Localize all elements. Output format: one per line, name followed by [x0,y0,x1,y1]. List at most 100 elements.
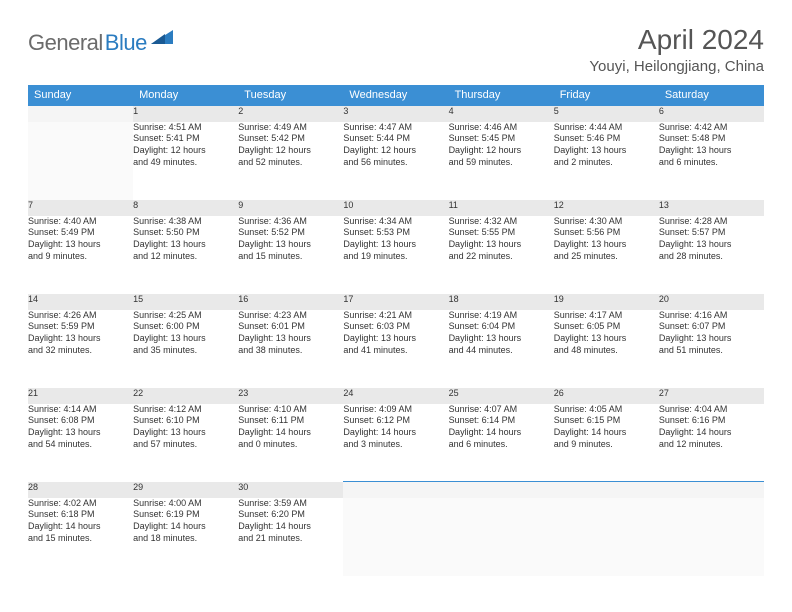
sunrise-line: Sunrise: 4:34 AM [343,216,448,228]
day-header: Thursday [449,85,554,106]
sunset-line: Sunset: 6:16 PM [659,415,764,427]
sunset-line: Sunset: 6:10 PM [133,415,238,427]
calendar-body: 123456Sunrise: 4:51 AMSunset: 5:41 PMDay… [28,106,764,576]
day-number: 21 [28,388,133,404]
day-number: 3 [343,106,448,122]
day-cell: Sunrise: 4:44 AMSunset: 5:46 PMDaylight:… [554,122,659,200]
sunset-line: Sunset: 5:42 PM [238,133,343,145]
sunrise-line: Sunrise: 4:42 AM [659,122,764,134]
day2-line: and 21 minutes. [238,533,343,545]
day-number: 17 [343,294,448,310]
day-number: 13 [659,200,764,216]
day-number [554,482,659,498]
day-number: 12 [554,200,659,216]
day1-line: Daylight: 13 hours [554,239,659,251]
day-cell [28,122,133,200]
sunrise-line: Sunrise: 4:32 AM [449,216,554,228]
day2-line: and 54 minutes. [28,439,133,451]
day1-line: Daylight: 12 hours [449,145,554,157]
day-cell: Sunrise: 4:02 AMSunset: 6:18 PMDaylight:… [28,498,133,576]
sunset-line: Sunset: 6:05 PM [554,321,659,333]
sunset-line: Sunset: 6:19 PM [133,509,238,521]
sunrise-line: Sunrise: 4:23 AM [238,310,343,322]
day2-line: and 3 minutes. [343,439,448,451]
sunset-line: Sunset: 6:04 PM [449,321,554,333]
day-number [343,482,448,498]
day2-line: and 38 minutes. [238,345,343,357]
day-cell [554,498,659,576]
sunset-line: Sunset: 6:08 PM [28,415,133,427]
sunrise-line: Sunrise: 3:59 AM [238,498,343,510]
sunset-line: Sunset: 5:44 PM [343,133,448,145]
calendar-page: GeneralBlue April 2024 Youyi, Heilongjia… [0,0,792,600]
day-number: 30 [238,482,343,498]
day-number: 18 [449,294,554,310]
day2-line: and 6 minutes. [449,439,554,451]
day-number: 27 [659,388,764,404]
day-cell: Sunrise: 4:21 AMSunset: 6:03 PMDaylight:… [343,310,448,388]
day1-line: Daylight: 12 hours [133,145,238,157]
day-cell: Sunrise: 4:00 AMSunset: 6:19 PMDaylight:… [133,498,238,576]
logo: GeneralBlue [28,28,173,57]
day-cell: Sunrise: 4:25 AMSunset: 6:00 PMDaylight:… [133,310,238,388]
sunset-line: Sunset: 5:56 PM [554,227,659,239]
sunrise-line: Sunrise: 4:04 AM [659,404,764,416]
day1-line: Daylight: 13 hours [659,333,764,345]
sunset-line: Sunset: 5:59 PM [28,321,133,333]
day-cell: Sunrise: 4:23 AMSunset: 6:01 PMDaylight:… [238,310,343,388]
sunrise-line: Sunrise: 4:28 AM [659,216,764,228]
sunrise-line: Sunrise: 4:09 AM [343,404,448,416]
day-content-row: Sunrise: 4:51 AMSunset: 5:41 PMDaylight:… [28,122,764,200]
sunset-line: Sunset: 6:18 PM [28,509,133,521]
day2-line: and 56 minutes. [343,157,448,169]
sunrise-line: Sunrise: 4:10 AM [238,404,343,416]
day-number: 2 [238,106,343,122]
day-header: Monday [133,85,238,106]
day2-line: and 12 minutes. [659,439,764,451]
day-number: 20 [659,294,764,310]
day-cell: Sunrise: 4:04 AMSunset: 6:16 PMDaylight:… [659,404,764,482]
day1-line: Daylight: 13 hours [28,239,133,251]
day2-line: and 48 minutes. [554,345,659,357]
day-number: 24 [343,388,448,404]
day1-line: Daylight: 14 hours [238,521,343,533]
day2-line: and 2 minutes. [554,157,659,169]
day-cell: Sunrise: 4:09 AMSunset: 6:12 PMDaylight:… [343,404,448,482]
day2-line: and 15 minutes. [28,533,133,545]
day-cell: Sunrise: 4:49 AMSunset: 5:42 PMDaylight:… [238,122,343,200]
day1-line: Daylight: 13 hours [343,333,448,345]
sunset-line: Sunset: 6:14 PM [449,415,554,427]
day1-line: Daylight: 14 hours [28,521,133,533]
day-content-row: Sunrise: 4:14 AMSunset: 6:08 PMDaylight:… [28,404,764,482]
day-number-row: 123456 [28,106,764,122]
sunrise-line: Sunrise: 4:21 AM [343,310,448,322]
location: Youyi, Heilongjiang, China [589,58,764,75]
day-cell: Sunrise: 4:36 AMSunset: 5:52 PMDaylight:… [238,216,343,294]
day-cell: Sunrise: 4:07 AMSunset: 6:14 PMDaylight:… [449,404,554,482]
day-cell: Sunrise: 4:47 AMSunset: 5:44 PMDaylight:… [343,122,448,200]
sunrise-line: Sunrise: 4:49 AM [238,122,343,134]
sunrise-line: Sunrise: 4:40 AM [28,216,133,228]
day2-line: and 59 minutes. [449,157,554,169]
sunset-line: Sunset: 6:15 PM [554,415,659,427]
day2-line: and 9 minutes. [28,251,133,263]
title-block: April 2024 Youyi, Heilongjiang, China [589,24,764,75]
day-number: 14 [28,294,133,310]
sunset-line: Sunset: 6:03 PM [343,321,448,333]
day1-line: Daylight: 14 hours [343,427,448,439]
day-number-row: 14151617181920 [28,294,764,310]
day-cell [449,498,554,576]
sunset-line: Sunset: 5:41 PM [133,133,238,145]
day2-line: and 32 minutes. [28,345,133,357]
logo-text-general: General [28,30,103,56]
day-cell: Sunrise: 4:42 AMSunset: 5:48 PMDaylight:… [659,122,764,200]
sunrise-line: Sunrise: 4:30 AM [554,216,659,228]
day2-line: and 49 minutes. [133,157,238,169]
logo-text-blue: Blue [105,30,147,56]
sunrise-line: Sunrise: 4:46 AM [449,122,554,134]
sunrise-line: Sunrise: 4:25 AM [133,310,238,322]
day-number: 15 [133,294,238,310]
day-header: Friday [554,85,659,106]
day-content-row: Sunrise: 4:02 AMSunset: 6:18 PMDaylight:… [28,498,764,576]
sunset-line: Sunset: 6:01 PM [238,321,343,333]
